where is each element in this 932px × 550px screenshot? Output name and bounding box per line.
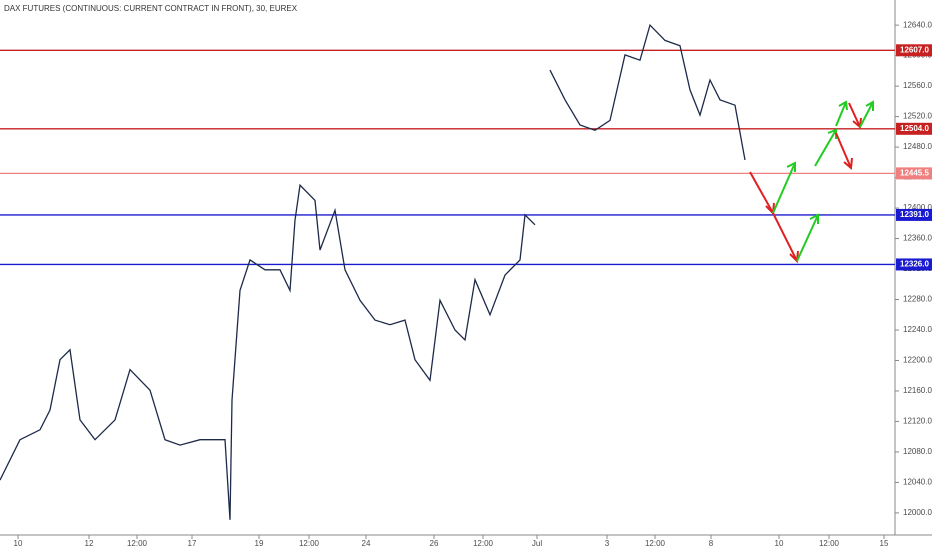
x-tick-label: 8 xyxy=(709,539,714,548)
arrow-head xyxy=(827,128,837,139)
x-tick-label: 10 xyxy=(14,539,23,548)
arrow xyxy=(859,101,874,128)
arrow xyxy=(772,212,798,262)
price-line xyxy=(0,183,536,520)
y-tick-label: 12120.0 xyxy=(903,417,932,426)
y-tick-label: 12640.0 xyxy=(903,20,932,29)
y-tick-label: 12000.0 xyxy=(903,508,932,517)
price-tag xyxy=(896,122,932,135)
x-tick-label: 10 xyxy=(775,539,784,548)
y-tick-label: 12280.0 xyxy=(903,295,932,304)
y-tick-label: 12400.0 xyxy=(903,203,932,212)
y-tick-label: 12080.0 xyxy=(903,447,932,456)
y-tick-label: 12160.0 xyxy=(903,386,932,395)
x-tick-label: 12:00 xyxy=(299,539,320,548)
x-tick-label: 26 xyxy=(430,539,439,548)
price-tag xyxy=(896,208,932,221)
arrow-head xyxy=(865,100,874,111)
y-tick-label: 12480.0 xyxy=(903,142,932,151)
price-tag-label: 12445.5 xyxy=(900,168,929,177)
price-tag xyxy=(896,258,932,271)
x-tick-label: 12:00 xyxy=(819,539,840,548)
arrow xyxy=(796,214,819,262)
arrow xyxy=(848,102,861,128)
x-tick-label: 12 xyxy=(85,539,94,548)
arrow xyxy=(835,132,852,169)
arrow xyxy=(749,171,774,214)
x-tick-label: 12:00 xyxy=(645,539,666,548)
y-tick-label: 12520.0 xyxy=(903,112,932,121)
y-tick-label: 12240.0 xyxy=(903,325,932,334)
arrow xyxy=(814,129,837,167)
y-tick-label: 12560.0 xyxy=(903,81,932,90)
arrow xyxy=(835,101,847,127)
y-tick-label: 12360.0 xyxy=(903,234,932,243)
price-tag-label: 12326.0 xyxy=(900,260,929,269)
arrow xyxy=(772,162,796,214)
arrow-head xyxy=(786,161,796,172)
forecast-arrows xyxy=(749,100,874,264)
y-tick-label: 12040.0 xyxy=(903,478,932,487)
chart-title: DAX FUTURES (CONTINUOUS: CURRENT CONTRAC… xyxy=(4,4,298,13)
price-tag-label: 12391.0 xyxy=(900,210,929,219)
price-tag xyxy=(896,44,932,57)
price-tag xyxy=(896,167,932,180)
x-tick-label: 24 xyxy=(362,539,371,548)
x-tick-label: 19 xyxy=(255,539,264,548)
price-tag-label: 12607.0 xyxy=(900,45,929,54)
price-tag-label: 12504.0 xyxy=(900,124,929,133)
arrow-head xyxy=(843,157,853,171)
x-tick-label: 12:00 xyxy=(127,539,148,548)
arrow-head xyxy=(838,100,848,111)
price-line xyxy=(549,23,746,161)
y-tick-label: 12200.0 xyxy=(903,356,932,365)
x-tick-label: Jul xyxy=(532,539,542,548)
arrow-head xyxy=(809,213,819,224)
x-tick-label: 17 xyxy=(188,539,197,548)
x-tick-label: 15 xyxy=(880,539,889,548)
x-tick-label: 12:00 xyxy=(473,539,494,548)
x-tick-label: 3 xyxy=(605,539,610,548)
